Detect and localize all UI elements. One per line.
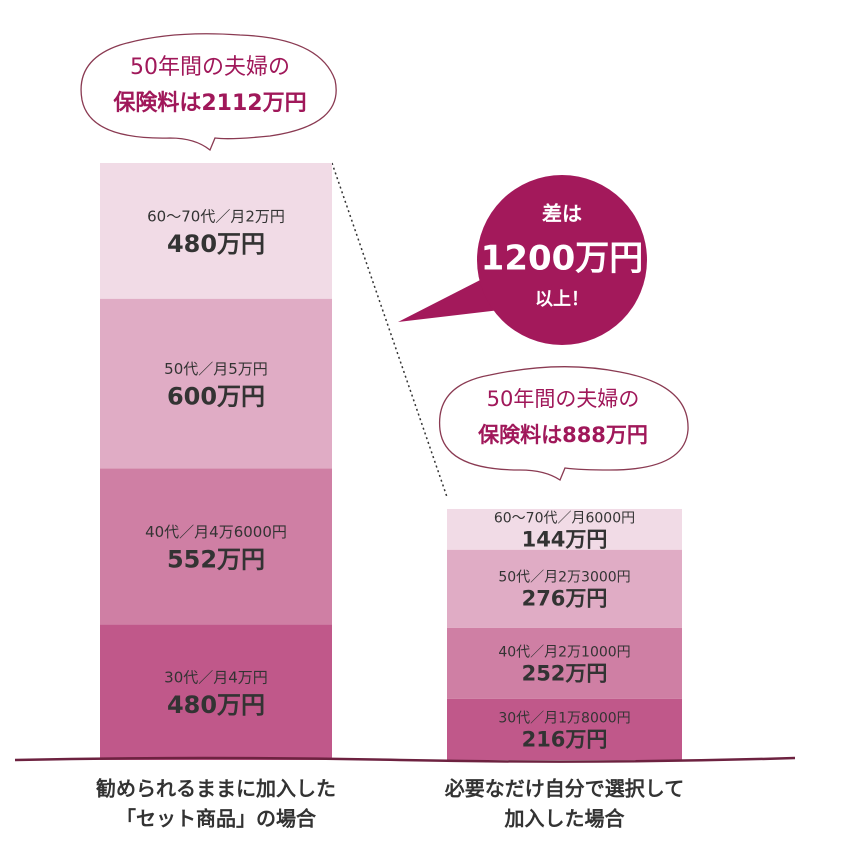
total-label: 保険料は888万円 bbox=[477, 423, 648, 447]
bar-segment bbox=[100, 468, 332, 625]
bar-segment bbox=[447, 549, 682, 628]
bars bbox=[100, 163, 682, 760]
segment-label: 30代／月4万円 bbox=[164, 669, 268, 687]
connector bbox=[331, 162, 448, 498]
difference-bubble bbox=[477, 175, 647, 345]
total-label: 保険料は2112万円 bbox=[112, 91, 306, 116]
value-label: 276万円 bbox=[522, 587, 608, 611]
x-tick-label: 「セット商品」の場合 bbox=[116, 807, 317, 831]
x-tick-label: 加入した場合 bbox=[504, 807, 626, 831]
callout-cloud bbox=[80, 33, 337, 152]
baseline bbox=[14, 756, 796, 763]
total-label: 50年間の夫婦の bbox=[487, 387, 640, 411]
segment-label: 60～70代／月6000円 bbox=[494, 510, 635, 526]
value-label: 144万円 bbox=[522, 527, 608, 551]
value-label: 600万円 bbox=[167, 382, 265, 410]
value-label: 216万円 bbox=[522, 727, 608, 751]
x-tick-label: 勧められるままに加入した bbox=[96, 777, 336, 801]
segment-label: 60～70代／月2万円 bbox=[147, 207, 285, 225]
bar-segment bbox=[447, 627, 682, 699]
segment-label: 50代／月5万円 bbox=[164, 360, 268, 378]
callout-cloud bbox=[438, 366, 689, 481]
bar-segment bbox=[100, 163, 332, 299]
segment-label: 40代／月4万6000円 bbox=[145, 523, 287, 541]
segment-label: 40代／月2万1000円 bbox=[498, 644, 630, 660]
value-label: 552万円 bbox=[167, 545, 265, 573]
total-label: 50年間の夫婦の bbox=[130, 55, 290, 80]
value-label: 480万円 bbox=[167, 691, 265, 719]
difference-label: 差は bbox=[542, 202, 582, 226]
value-label: 252万円 bbox=[522, 661, 608, 685]
bubble-pointer bbox=[398, 275, 500, 322]
difference-label: 以上！ bbox=[535, 289, 589, 310]
bar-segment bbox=[100, 298, 332, 469]
bar-segment bbox=[447, 698, 682, 760]
value-label: 480万円 bbox=[167, 230, 265, 258]
x-tick-label: 必要なだけ自分で選択して bbox=[444, 777, 684, 801]
bar-segment bbox=[447, 508, 682, 550]
segment-label: 50代／月2万3000円 bbox=[498, 570, 630, 586]
segment-label: 30代／月1万8000円 bbox=[498, 710, 630, 726]
difference-label: 1200万円 bbox=[481, 239, 644, 279]
bar-segment bbox=[100, 624, 332, 760]
